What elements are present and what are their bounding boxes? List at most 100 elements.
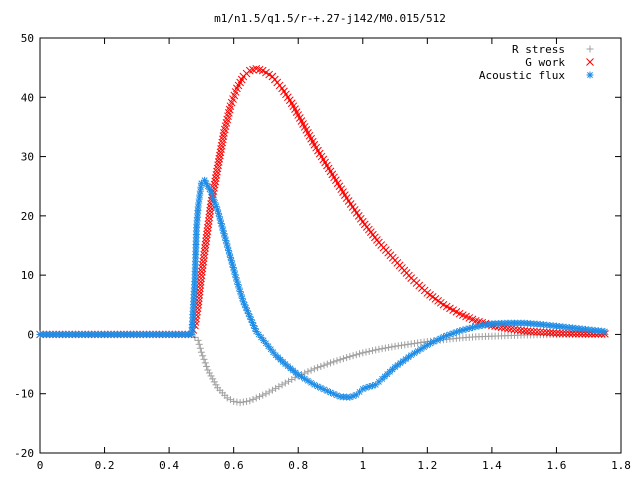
data-point (211, 177, 220, 186)
data-point (226, 396, 234, 404)
data-point (201, 244, 209, 252)
data-point (562, 329, 570, 338)
data-point (314, 364, 322, 372)
data-point (234, 281, 242, 289)
x-tick-label: 1.4 (482, 459, 502, 472)
data-point (215, 154, 224, 163)
data-point (196, 284, 204, 293)
data-point (211, 174, 220, 182)
data-point (552, 329, 561, 338)
data-point (195, 340, 203, 348)
data-point (542, 328, 551, 337)
data-point (507, 325, 516, 333)
y-tick-label: 30 (21, 151, 34, 164)
data-point (201, 359, 209, 367)
data-point (195, 287, 204, 296)
data-point (233, 398, 241, 406)
data-point (443, 332, 451, 340)
data-point (199, 257, 208, 266)
data-point (199, 352, 207, 360)
data-point (196, 277, 205, 286)
data-point (304, 368, 312, 376)
data-point (223, 394, 231, 402)
data-point (388, 343, 396, 351)
data-point (210, 183, 218, 192)
data-point (197, 274, 205, 283)
data-point (333, 357, 341, 365)
data-point (198, 261, 207, 269)
plot-frame (39, 37, 622, 454)
data-point (349, 392, 357, 400)
data-point (236, 399, 244, 407)
data-point (352, 351, 360, 359)
data-point (568, 329, 577, 338)
data-point (204, 217, 213, 225)
data-point (207, 372, 215, 380)
axis-ticks: 0 0.2 0.4 0.6 0.8 1 1.2 1.4 1.6 1.8 -20 -10 0 10 20 30 4… (14, 32, 631, 472)
chart-title: m1/n1.5/q1.5/r-+.27-j142/M0.015/512 (214, 12, 446, 25)
data-point (517, 326, 525, 335)
x-tick-label: 0.6 (224, 459, 244, 472)
y-tick-label: 50 (21, 32, 34, 45)
data-point (213, 164, 222, 173)
data-point (255, 393, 263, 401)
data-point (307, 366, 315, 374)
data-point (288, 375, 296, 383)
data-point (218, 138, 227, 147)
data-point (213, 167, 221, 176)
data-point (197, 267, 206, 276)
data-point (601, 327, 609, 335)
data-point (381, 344, 389, 352)
data-point (317, 362, 325, 370)
data-point (203, 362, 211, 370)
series-acoustic-flux (36, 176, 609, 401)
data-point (200, 355, 208, 363)
data-point (239, 398, 247, 406)
data-point (356, 350, 364, 358)
legend-marker (586, 58, 594, 66)
data-point (278, 381, 286, 389)
data-point (202, 179, 210, 187)
data-point (202, 237, 210, 246)
y-tick-label: 0 (27, 328, 34, 341)
x-tick-label: 1.6 (547, 459, 567, 472)
data-point (555, 329, 564, 338)
data-point (423, 341, 431, 349)
data-point (246, 397, 254, 405)
data-point (327, 359, 334, 367)
data-point (230, 267, 238, 275)
data-point (195, 291, 204, 299)
data-point (513, 326, 522, 334)
data-point (214, 158, 223, 166)
data-point (285, 377, 293, 385)
data-point (349, 352, 357, 360)
data-point (310, 365, 318, 373)
x-tick-label: 0 (37, 459, 44, 472)
y-tick-label: -10 (14, 388, 34, 401)
data-point (233, 277, 241, 285)
data-point (203, 223, 212, 232)
x-tick-label: 1.2 (417, 459, 437, 472)
data-point (523, 327, 532, 335)
data-point (200, 247, 209, 256)
data-point (320, 361, 328, 369)
data-point (217, 145, 225, 153)
data-point (268, 386, 276, 394)
data-point (504, 324, 512, 333)
data-point (232, 274, 240, 282)
data-point (339, 355, 347, 363)
data-point (359, 349, 367, 357)
data-point (219, 132, 228, 140)
data-point (249, 395, 257, 403)
data-point (275, 383, 283, 391)
y-tick-label: -20 (14, 447, 34, 460)
data-point (201, 240, 210, 249)
x-tick-label: 0.8 (288, 459, 308, 472)
x-tick-label: 0.2 (95, 459, 115, 472)
data-point (452, 328, 460, 336)
data-point (219, 226, 227, 234)
data-point (262, 390, 270, 398)
data-point (194, 336, 202, 344)
